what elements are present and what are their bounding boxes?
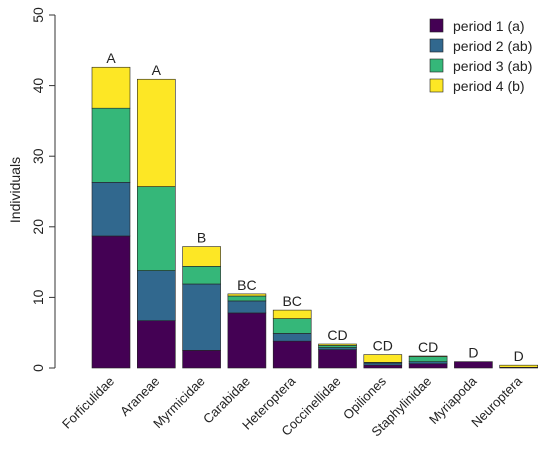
- bar-segment: [91, 182, 131, 237]
- bar-segment: [91, 107, 131, 183]
- group-letter: A: [106, 50, 116, 66]
- bar-segment: [227, 300, 267, 314]
- group-letter: CD: [373, 338, 393, 354]
- bar-segment: [182, 266, 221, 285]
- group-letters: A A B BC BC CD CD CD D D: [106, 50, 523, 364]
- group-letter: B: [197, 230, 206, 246]
- bar-segment: [137, 78, 176, 187]
- bar-segment: [137, 270, 176, 321]
- group-letter: BC: [237, 277, 256, 293]
- y-tick-label: 30: [30, 148, 46, 164]
- legend-label: period 4 (b): [453, 78, 525, 94]
- bar-segment: [363, 364, 403, 369]
- bar-segment: [272, 309, 312, 319]
- bar-segment: [91, 235, 131, 369]
- bar-segment: [363, 354, 403, 363]
- y-tick-label: 20: [30, 219, 46, 235]
- bars: [91, 66, 539, 369]
- bar-segment: [272, 333, 312, 342]
- bar-segment: [137, 320, 176, 369]
- bar-segment: [363, 362, 403, 366]
- y-tick-label: 0: [30, 364, 46, 372]
- bar-segment: [318, 345, 357, 348]
- y-tick-label: 40: [30, 78, 46, 94]
- x-tick-label: Forficulidae: [59, 374, 117, 432]
- y-tick-label: 50: [30, 7, 46, 23]
- legend-label: period 3 (ab): [453, 58, 532, 74]
- bar-segment: [137, 186, 176, 271]
- y-tick-label: 10: [30, 289, 46, 305]
- bar-segment: [182, 350, 221, 369]
- legend: period 1 (a) period 2 (ab) period 3 (ab) pe…: [429, 18, 532, 94]
- x-tick-labels: Forficulidae AraneaeMyrmicidaeCarabidaeHe…: [59, 373, 525, 439]
- bar-segment: [227, 312, 267, 369]
- bar-segment: [227, 295, 267, 302]
- bar-segment: [318, 343, 357, 346]
- bar-segment: [91, 66, 131, 109]
- bar-segment: [182, 283, 221, 351]
- group-letter: D: [514, 348, 524, 364]
- bar-segment: [318, 347, 357, 350]
- legend-swatch: [429, 18, 444, 33]
- bar-segment: [272, 340, 312, 369]
- bar-segment: [408, 356, 448, 362]
- y-axis-label: Individuals: [7, 157, 23, 223]
- bar-segment: [408, 361, 448, 365]
- bar-segment: [272, 318, 312, 334]
- legend-swatch: [429, 58, 444, 73]
- bar-segment: [227, 293, 267, 297]
- group-letter: CD: [418, 339, 438, 355]
- legend-swatch: [429, 78, 444, 93]
- bar-segment: [182, 246, 221, 267]
- group-letter: D: [468, 345, 478, 361]
- group-letter: CD: [327, 327, 347, 343]
- group-letter: BC: [282, 293, 301, 309]
- bar-segment: [499, 364, 539, 368]
- x-tick-label: Araneae: [117, 374, 162, 419]
- bar-segment: [318, 349, 357, 369]
- bar-segment: [454, 361, 493, 369]
- bar-segment: [408, 363, 448, 369]
- axes: 0 10 20 30 40 50: [30, 7, 56, 372]
- legend-swatch: [429, 38, 444, 53]
- group-letter: A: [152, 62, 162, 78]
- bar-segment: [408, 355, 448, 358]
- legend-label: period 1 (a): [453, 18, 525, 34]
- legend-label: period 2 (ab): [453, 38, 532, 54]
